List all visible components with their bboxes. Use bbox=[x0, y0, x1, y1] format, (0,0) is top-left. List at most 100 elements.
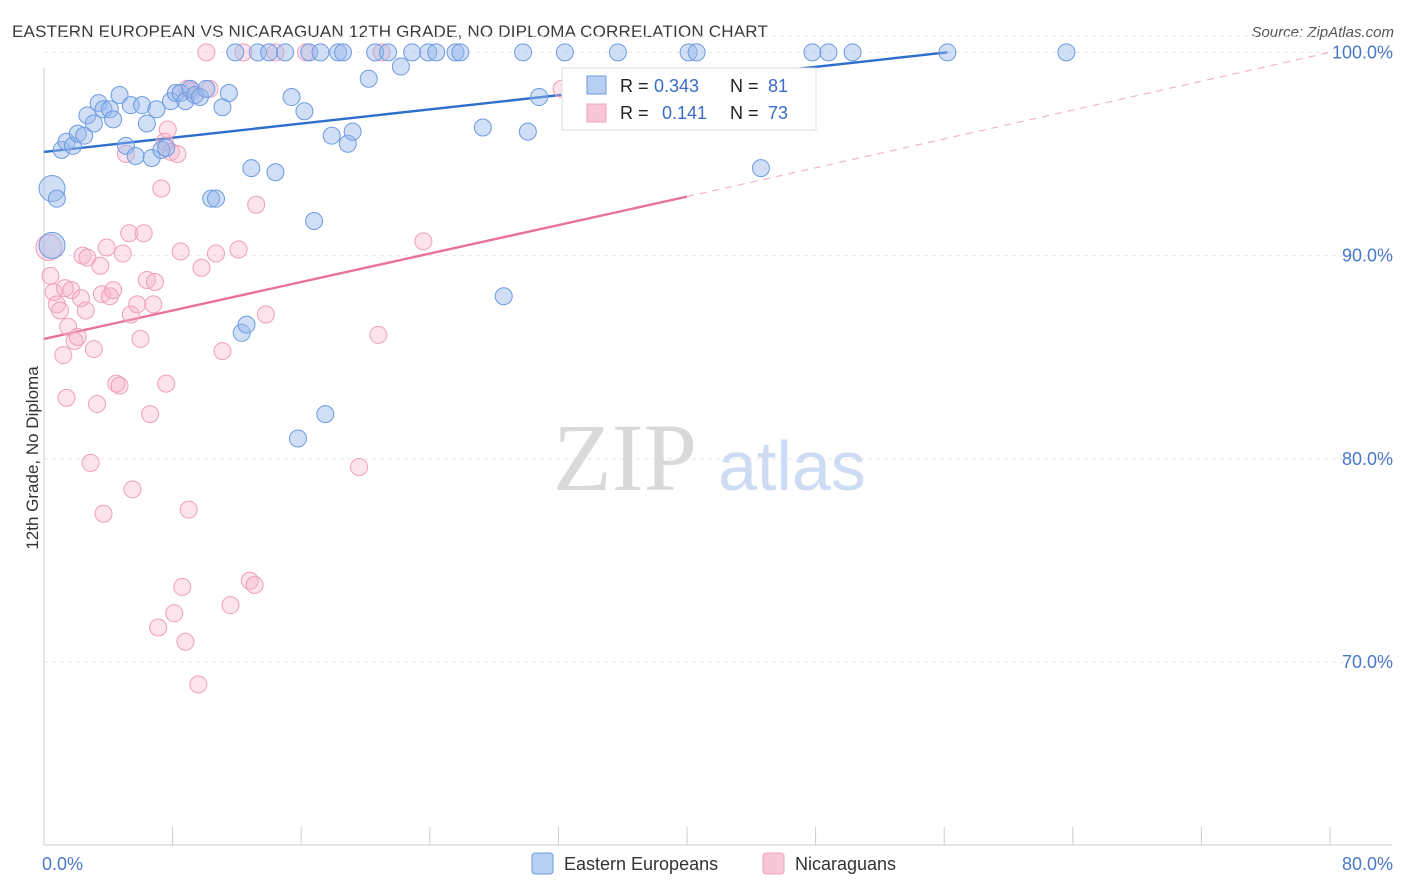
point-nicaraguans bbox=[229, 240, 248, 259]
point-eastern-europeans bbox=[207, 189, 226, 208]
point-eastern-europeans bbox=[38, 231, 66, 259]
trend-line-nicaraguans-extension bbox=[686, 51, 1331, 198]
point-eastern-europeans bbox=[687, 43, 706, 62]
stats-swatch-nicaraguan bbox=[586, 103, 607, 123]
point-eastern-europeans bbox=[608, 43, 627, 62]
point-nicaraguans bbox=[221, 596, 240, 615]
point-eastern-europeans bbox=[147, 100, 166, 119]
point-nicaraguans bbox=[158, 120, 177, 139]
stats-box: R = 0.343 N = 81 R = 0.141 N = 73 bbox=[561, 67, 817, 131]
point-nicaraguans bbox=[247, 195, 266, 214]
point-eastern-europeans bbox=[219, 83, 238, 102]
point-eastern-europeans bbox=[242, 159, 261, 178]
watermark-atlas: atlas bbox=[718, 427, 866, 505]
point-eastern-europeans bbox=[137, 114, 156, 133]
y-tick-label: 70.0% bbox=[1342, 652, 1393, 672]
point-eastern-europeans bbox=[282, 88, 301, 107]
point-nicaraguans bbox=[71, 289, 90, 308]
point-eastern-europeans bbox=[843, 43, 862, 62]
point-eastern-europeans bbox=[197, 79, 216, 98]
point-eastern-europeans bbox=[518, 122, 537, 141]
point-nicaraguans bbox=[131, 329, 150, 348]
point-eastern-europeans bbox=[288, 429, 307, 448]
stats-r-value-nicaraguan: 0.141 bbox=[662, 103, 707, 123]
point-eastern-europeans bbox=[276, 43, 295, 62]
point-eastern-europeans bbox=[68, 124, 87, 143]
point-nicaraguans bbox=[152, 179, 171, 198]
point-eastern-europeans bbox=[295, 102, 314, 121]
point-nicaraguans bbox=[144, 295, 163, 314]
x-tick-labels: 0.0% 80.0% bbox=[42, 854, 1393, 874]
x-tick-label: 0.0% bbox=[42, 854, 83, 874]
point-nicaraguans bbox=[369, 325, 388, 344]
legend-label-eastern: Eastern Europeans bbox=[564, 854, 718, 874]
point-nicaraguans bbox=[149, 618, 168, 637]
point-nicaraguans bbox=[189, 675, 208, 694]
point-nicaraguans bbox=[88, 394, 107, 413]
point-eastern-europeans bbox=[126, 146, 145, 165]
point-eastern-europeans bbox=[494, 287, 513, 306]
point-eastern-europeans bbox=[938, 43, 957, 62]
point-nicaraguans bbox=[104, 281, 123, 300]
stats-r-label-eastern: R = bbox=[620, 76, 649, 96]
watermark: ZIP atlas bbox=[553, 404, 866, 511]
point-nicaraguans bbox=[179, 500, 198, 519]
point-nicaraguans bbox=[57, 388, 76, 407]
y-axis-label: 12th Grade, No Diploma bbox=[23, 366, 42, 550]
point-eastern-europeans bbox=[803, 43, 822, 62]
point-eastern-europeans bbox=[530, 88, 549, 107]
watermark-zip: ZIP bbox=[553, 404, 697, 511]
point-nicaraguans bbox=[414, 232, 433, 251]
point-eastern-europeans bbox=[237, 315, 256, 334]
point-nicaraguans bbox=[51, 301, 70, 320]
point-nicaraguans bbox=[120, 224, 139, 243]
y-tick-label: 80.0% bbox=[1342, 449, 1393, 469]
point-nicaraguans bbox=[55, 279, 74, 298]
point-eastern-europeans bbox=[47, 189, 66, 208]
point-eastern-europeans bbox=[311, 43, 330, 62]
point-eastern-europeans bbox=[104, 110, 123, 129]
point-nicaraguans bbox=[68, 327, 87, 346]
point-nicaraguans bbox=[266, 43, 285, 62]
point-eastern-europeans bbox=[333, 43, 352, 62]
point-nicaraguans bbox=[84, 340, 103, 359]
legend-label-nicaraguan: Nicaraguans bbox=[795, 854, 896, 874]
x-tick-label: 80.0% bbox=[1342, 854, 1393, 874]
point-nicaraguans bbox=[76, 301, 95, 320]
point-eastern-europeans bbox=[316, 405, 335, 424]
point-eastern-europeans bbox=[329, 43, 348, 62]
stats-n-value-eastern: 81 bbox=[768, 76, 788, 96]
legend-swatch-eastern bbox=[531, 852, 554, 875]
point-nicaraguans bbox=[107, 374, 126, 393]
data-points bbox=[35, 43, 1076, 694]
point-nicaraguans bbox=[165, 604, 184, 623]
point-eastern-europeans bbox=[343, 122, 362, 141]
point-eastern-europeans bbox=[202, 189, 221, 208]
point-eastern-europeans bbox=[427, 43, 446, 62]
point-eastern-europeans bbox=[84, 114, 103, 133]
point-eastern-europeans bbox=[403, 43, 422, 62]
point-nicaraguans bbox=[245, 575, 264, 594]
y-tick-label: 90.0% bbox=[1342, 246, 1393, 266]
point-nicaraguans bbox=[157, 374, 176, 393]
stats-n-label-nicaraguan: N = bbox=[730, 103, 759, 123]
point-eastern-europeans bbox=[75, 126, 94, 145]
point-eastern-europeans bbox=[1057, 43, 1076, 62]
stats-r-value-eastern: 0.343 bbox=[654, 76, 699, 96]
stats-n-value-nicaraguan: 73 bbox=[768, 103, 788, 123]
legend-swatch-nicaraguan bbox=[762, 852, 785, 875]
chart-title: EASTERN EUROPEAN VS NICARAGUAN 12TH GRAD… bbox=[12, 22, 769, 41]
point-eastern-europeans bbox=[89, 94, 108, 113]
point-nicaraguans bbox=[97, 238, 116, 257]
point-nicaraguans bbox=[121, 305, 140, 324]
point-nicaraguans bbox=[145, 272, 164, 291]
y-tick-labels: 70.0% 80.0% 90.0% 100.0% bbox=[1332, 42, 1393, 672]
point-nicaraguans bbox=[134, 224, 153, 243]
point-nicaraguans bbox=[171, 242, 190, 261]
point-nicaraguans bbox=[197, 43, 216, 62]
point-nicaraguans bbox=[91, 256, 110, 275]
point-eastern-europeans bbox=[260, 43, 279, 62]
point-nicaraguans bbox=[94, 504, 113, 523]
point-eastern-europeans bbox=[555, 43, 574, 62]
